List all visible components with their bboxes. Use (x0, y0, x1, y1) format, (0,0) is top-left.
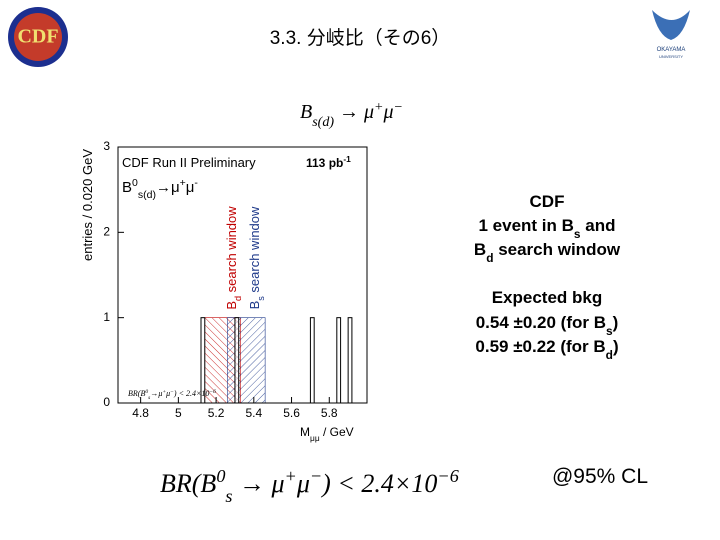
result-formula-part: + (285, 466, 297, 486)
y-tick-label: 1 (103, 310, 110, 324)
search-window (227, 317, 266, 404)
logo-emblem (652, 10, 690, 40)
x-axis-label-part: / GeV (320, 425, 354, 439)
note-line: 1 event in Bs and (479, 216, 616, 241)
logo-text: OKAYAMA (657, 47, 686, 53)
note-line: 0.59 ±0.22 (for Bd) (475, 337, 618, 362)
y-tick-label: 2 (103, 225, 110, 239)
x-tick-label: 4.8 (132, 406, 149, 420)
top-formula-part: μ (383, 101, 394, 123)
x-tick-label: 5.8 (321, 406, 338, 420)
bar (347, 317, 353, 404)
note-line-part: 1 event in B (479, 216, 574, 235)
limit-label-part: BR(B (128, 389, 145, 398)
logo-left: CDF (8, 7, 68, 67)
window-label-part: d (233, 296, 243, 301)
limit-label-part: s (148, 395, 150, 401)
limit-label-part: ) < 2.4×10 (173, 389, 209, 398)
result-formula-part: μ (296, 469, 310, 498)
result-formula-part: 0 (216, 466, 225, 486)
top-formula: Bs(d) → μ+μ− (300, 100, 403, 130)
window-label: Bs search window (247, 206, 266, 309)
top-formula-part: + (374, 100, 383, 115)
x-axis-label: Mμμ / GeV (300, 425, 354, 443)
note-line-part: ) (613, 313, 619, 332)
limit-label-part: −6 (209, 389, 216, 395)
note-line: Bd search window (474, 240, 621, 265)
note-line-part: s (574, 227, 581, 241)
top-formula-part: − (394, 100, 403, 115)
window-label-part: B (224, 301, 239, 310)
legend-entry-part: μ (186, 179, 195, 196)
legend-entry: B0s(d)→μ+μ- (122, 177, 198, 201)
logo-right: OKAYAMA UNIVERSITY (652, 10, 690, 59)
confidence: @95% CL (552, 465, 648, 488)
limit-label-part: μ (165, 389, 170, 398)
note-line-part: d (486, 251, 493, 265)
note-line: 0.54 ±0.20 (for Bs) (476, 313, 619, 338)
logo-ring (14, 13, 62, 61)
luminosity-part: 113 pb (306, 156, 343, 170)
luminosity: 113 pb-1 (306, 154, 351, 170)
top-formula-part: → μ (334, 101, 374, 123)
note-line-part: 0.59 ±0.22 (for B (475, 337, 605, 356)
experiment: CDF Run II Preliminary (122, 155, 256, 170)
note-line: Expected bkg (492, 288, 603, 307)
top-formula-part: B (300, 101, 312, 123)
legend-entry-part: - (194, 177, 198, 189)
limit-label-part: + (162, 389, 166, 395)
y-axis-label: entries / 0.020 GeV (80, 149, 95, 261)
window-label-part: search window (247, 206, 262, 296)
result-formula-part: BR(B (160, 469, 216, 498)
y-tick-label: 3 (103, 139, 110, 153)
legend-entry-part: + (180, 177, 186, 189)
luminosity-part: -1 (343, 154, 351, 164)
x-tick-label: 5.4 (245, 406, 262, 420)
chart: 0 1 2 3 4.8 5 5.2 5.4 5.6 5.8 entries / 0.020 GeV M… (80, 139, 368, 443)
legend-entry-part: s(d) (138, 189, 156, 201)
bar (336, 317, 342, 404)
note-line-part: CDF (530, 192, 565, 211)
note-line-part: and (581, 216, 616, 235)
legend-entry-part: 0 (132, 177, 138, 189)
note-line-part: ) (613, 337, 619, 356)
x-tick-label: 5.2 (208, 406, 225, 420)
note-line: CDF (530, 192, 565, 211)
result-formula-part: → μ (232, 469, 284, 498)
result-formula-part: s (225, 486, 232, 506)
slide-title: 3.3. 分岐比（その6） (270, 27, 451, 49)
note-line-part: d (606, 348, 613, 362)
limit-label-part: − (170, 389, 174, 395)
window-label: Bd search window (224, 206, 243, 310)
bar (234, 317, 240, 404)
note-line-part: search window (493, 240, 620, 259)
result-formula-part: −6 (437, 466, 458, 486)
window-label-part: search window (224, 206, 239, 296)
window-label-part: B (247, 301, 262, 310)
logo-text: CDF (17, 26, 58, 48)
legend-entry-part: B (122, 179, 132, 196)
limit-label-part: 0 (145, 389, 148, 395)
top-formula-part: s(d) (312, 115, 334, 130)
note-line-part: Expected bkg (492, 288, 603, 307)
result-formula: BR(B0s → μ+μ−) < 2.4×10−6 (160, 466, 459, 506)
x-tick-label: 5 (175, 406, 182, 420)
x-axis-label-part: M (300, 425, 310, 439)
note-line-part: 0.54 ±0.20 (for B (476, 313, 606, 332)
x-axis-label-part: μμ (310, 433, 320, 443)
result-formula-part: − (310, 466, 322, 486)
result-formula-part: ) < 2.4×10 (320, 469, 437, 498)
limit-label-part: →μ (150, 389, 162, 398)
logo-text: UNIVERSITY (659, 54, 683, 59)
note-line-part: B (474, 240, 486, 259)
bar (309, 317, 315, 404)
limit-label: BR(B0s→μ+μ−) < 2.4×10−6 (128, 389, 216, 401)
legend-entry-part: →μ (156, 179, 180, 196)
plot-frame (117, 146, 368, 404)
window-label-part: s (256, 296, 266, 301)
x-tick-label: 5.6 (283, 406, 300, 420)
y-tick-label: 0 (103, 395, 110, 409)
note-line-part: s (606, 324, 613, 338)
